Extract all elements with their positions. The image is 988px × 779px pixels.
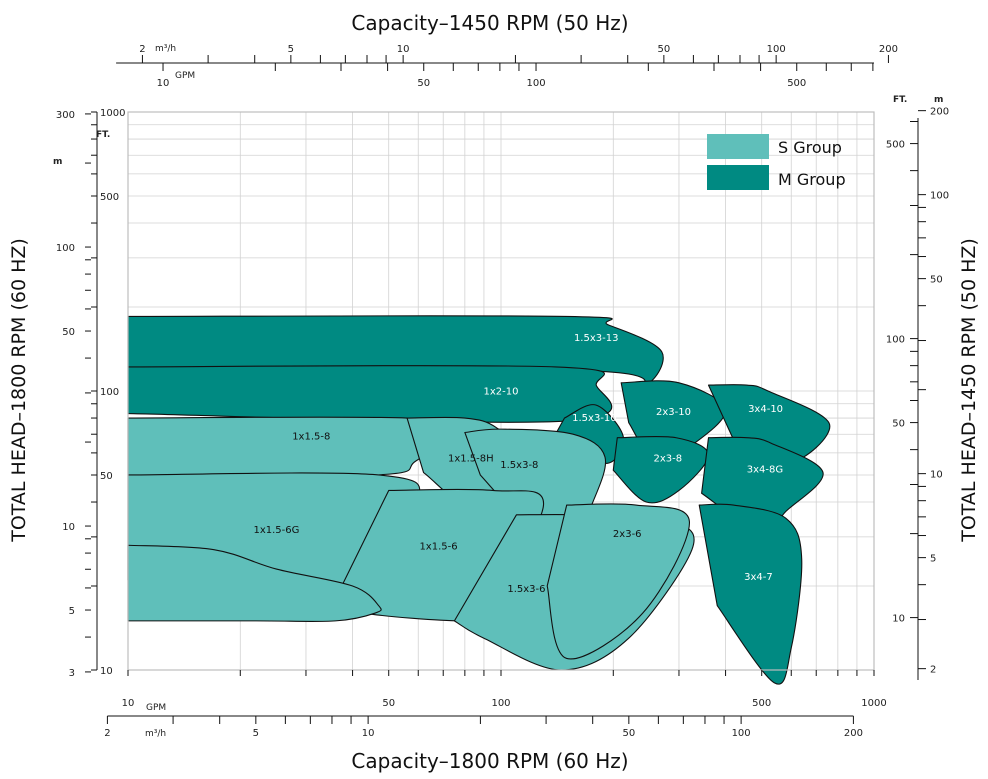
right-m-tick-label: 100 <box>930 191 949 202</box>
top-m3h-tick-label: 5 <box>288 44 294 55</box>
top-m3h-tick-label: 10 <box>397 44 410 55</box>
left-m-tick-label: 300 <box>56 110 75 121</box>
right-m-unit: m <box>934 95 943 105</box>
legend-m-swatch <box>707 165 769 190</box>
region-label-3x4-8G: 3x4-8G <box>747 465 783 476</box>
top-m3h-tick-label: 200 <box>879 44 898 55</box>
bottom-gpm-tick-label: 10 <box>122 698 135 709</box>
left-m-tick-label: 100 <box>56 243 75 254</box>
left-ft-tick-label: 100 <box>100 387 119 398</box>
region-label-1x1.5-8: 1x1.5-8 <box>292 432 330 443</box>
legend: S Group M Group <box>707 134 846 190</box>
region-label-3x4-7: 3x4-7 <box>744 572 773 583</box>
pump-region-labels: 1.5x3-13 1x2-10 1.5x3-10 2x3-10 3x4-10 2x3-8 3… <box>253 333 783 595</box>
region-label-2x3-6: 2x3-6 <box>613 529 642 540</box>
right-ft-unit: FT. <box>893 95 907 105</box>
region-label-1.5x3-6: 1.5x3-6 <box>507 584 545 595</box>
right-m-tick-label: 10 <box>930 470 943 481</box>
region-2x3-8 <box>612 435 710 504</box>
left-ft-tick-label: 10 <box>100 666 113 677</box>
bottom-gpm-tick-label: 1000 <box>861 698 886 709</box>
right-m-tick-label: 200 <box>930 107 949 118</box>
bottom-m3h-tick-label: 100 <box>732 728 751 739</box>
left-m-tick-label: 50 <box>62 327 75 338</box>
right-m-tick-label: 5 <box>930 554 936 565</box>
top-gpm-tick-label: 500 <box>787 78 806 89</box>
right-m-tick-label: 2 <box>930 665 936 676</box>
bottom-m3h-tick-label: 2 <box>104 728 110 739</box>
left-ft-tick-label: 1000 <box>100 108 125 119</box>
left-m-tick-label: 5 <box>69 606 75 617</box>
right-ft-tick-label: 10 <box>892 614 905 625</box>
legend-s-swatch <box>707 134 769 159</box>
legend-m-label: M Group <box>778 170 846 189</box>
region-1x2-10 <box>127 365 613 423</box>
bottom-m3h-tick-label: 10 <box>362 728 375 739</box>
top-gpm-tick-label: 50 <box>417 78 430 89</box>
region-label-1x2-10: 1x2-10 <box>484 387 519 398</box>
right-ft-tick-label: 500 <box>886 140 905 151</box>
right-ft-tick-label: 50 <box>892 419 905 430</box>
bottom-m3h-tick-label: 5 <box>253 728 259 739</box>
region-label-1.5x3-10: 1.5x3-10 <box>572 413 617 424</box>
left-axis-title: TOTAL HEAD–1800 RPM (60 HZ) <box>8 238 30 543</box>
pump-regions <box>127 315 831 685</box>
top-gpm-unit: GPM <box>175 71 195 81</box>
bottom-m3h-tick-label: 50 <box>622 728 635 739</box>
left-ft-unit: FT. <box>96 130 110 140</box>
top-axis-title: Capacity–1450 RPM (50 Hz) <box>351 11 628 35</box>
bottom-m3h-unit: m³/h <box>145 729 166 739</box>
left-m-tick-label: 3 <box>69 668 75 679</box>
top-gpm-tick-label: 100 <box>526 78 545 89</box>
region-label-1.5x3-8: 1.5x3-8 <box>500 460 538 471</box>
top-m3h-tick-label: 2 <box>139 44 145 55</box>
left-ft-tick-label: 50 <box>100 471 113 482</box>
region-1x1.5-8 <box>127 416 448 477</box>
legend-s-label: S Group <box>778 138 842 157</box>
left-ft-tick-label: 500 <box>100 192 119 203</box>
bottom-m3h-tick-label: 200 <box>844 728 863 739</box>
region-label-3x4-10: 3x4-10 <box>748 404 783 415</box>
top-m3h-tick-label: 100 <box>767 44 786 55</box>
region-label-1.5x3-13: 1.5x3-13 <box>574 333 619 344</box>
region-label-1x1.5-6G: 1x1.5-6G <box>253 525 299 536</box>
bottom-gpm-unit: GPM <box>146 703 166 713</box>
region-label-1x1.5-6: 1x1.5-6 <box>419 542 457 553</box>
right-axis-title: TOTAL HEAD–1450 RPM (50 HZ) <box>958 238 980 543</box>
region-2x3-6 <box>546 503 690 660</box>
bottom-gpm-tick-label: 100 <box>491 698 510 709</box>
top-m3h-tick-label: 50 <box>657 44 670 55</box>
bottom-gpm-tick-label: 500 <box>752 698 771 709</box>
top-gpm-tick-label: 10 <box>157 78 170 89</box>
region-3x4-7 <box>698 503 803 685</box>
right-ft-tick-label: 100 <box>886 335 905 346</box>
axes: 10 50 100 500 1000 2 5 10 50 100 200 2 5 10 50 100 200 10… <box>56 44 949 739</box>
region-label-1x1.5-8H: 1x1.5-8H <box>448 453 494 464</box>
region-label-2x3-10: 2x3-10 <box>656 407 691 418</box>
bottom-axis-title: Capacity–1800 RPM (60 Hz) <box>351 749 628 773</box>
bottom-gpm-tick-label: 50 <box>382 698 395 709</box>
left-m-unit: m <box>53 157 62 167</box>
region-label-2x3-8: 2x3-8 <box>653 453 682 464</box>
region-s-small <box>127 544 382 623</box>
top-m3h-unit: m³/h <box>155 44 176 54</box>
left-m-tick-label: 10 <box>62 522 75 533</box>
right-m-tick-label: 50 <box>930 275 943 286</box>
